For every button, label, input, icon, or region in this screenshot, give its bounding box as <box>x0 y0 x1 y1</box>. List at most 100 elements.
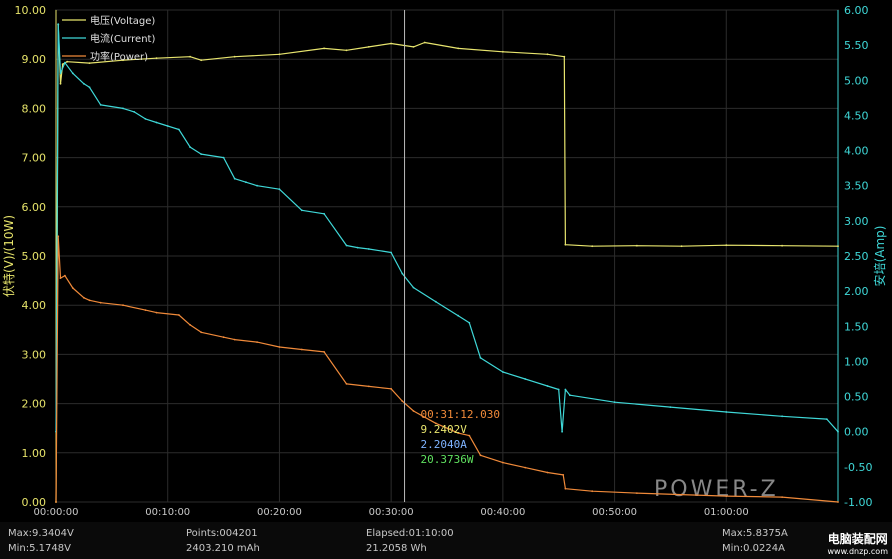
site-url: www.dnzp.com <box>827 547 889 556</box>
cursor-voltage: 9.2402V <box>421 423 468 436</box>
legend: 电压(Voltage) 电流(Current) 功率(Power) <box>62 14 155 63</box>
series-point-0 <box>725 244 728 247</box>
series-point-0 <box>59 82 62 85</box>
series-point-1 <box>479 357 482 359</box>
y-right-tick-label: 4.50 <box>844 109 869 122</box>
series-point-0 <box>837 245 839 248</box>
series-point-2 <box>57 235 60 238</box>
site-badge: 电脑装配网 www.dnzp.com <box>828 530 889 556</box>
y-right-tick-label: 5.00 <box>844 74 869 87</box>
series-point-2 <box>412 410 415 412</box>
series-point-2 <box>837 501 839 503</box>
series-point-2 <box>479 454 482 457</box>
series-point-1 <box>59 72 62 75</box>
legend-label: 功率(Power) <box>90 50 148 63</box>
series-point-0 <box>66 60 69 63</box>
y-right-tick-label: 3.50 <box>844 180 869 193</box>
series-point-2 <box>546 471 549 474</box>
series-point-0 <box>200 59 203 62</box>
series-point-0 <box>591 245 594 248</box>
series-point-2 <box>71 287 74 289</box>
series-point-2 <box>345 383 348 385</box>
series-point-1 <box>155 121 158 124</box>
series-point-1 <box>837 430 839 433</box>
series-point-0 <box>122 59 124 62</box>
y-axis-right-label: 安培(Amp) <box>872 226 887 287</box>
series-point-1 <box>781 415 783 418</box>
series-point-1 <box>367 248 370 250</box>
x-tick-label: 00:50:00 <box>592 507 637 518</box>
series-point-1 <box>144 118 147 120</box>
cursor-time: 00:31:12.030 <box>421 408 500 421</box>
series-point-1 <box>200 153 203 156</box>
y-left-tick-label: 10.00 <box>15 4 47 17</box>
series-point-1 <box>245 181 247 184</box>
series-point-2 <box>502 461 504 464</box>
x-tick-label: 00:30:00 <box>369 507 414 518</box>
series-point-1 <box>300 209 303 212</box>
x-tick-label: 00:10:00 <box>145 507 190 518</box>
legend-label: 电压(Voltage) <box>90 14 155 27</box>
y-left-tick-label: 4.00 <box>22 299 47 312</box>
series-point-2 <box>222 336 225 339</box>
x-tick-label: 01:00:00 <box>704 507 749 518</box>
series-point-1 <box>401 272 404 275</box>
series-point-1 <box>222 156 225 159</box>
series-point-1 <box>569 394 571 397</box>
series-point-0 <box>233 55 236 58</box>
series-point-0 <box>367 46 370 48</box>
series-point-2 <box>83 296 85 299</box>
series-point-2 <box>55 501 57 503</box>
series-point-1 <box>133 111 136 113</box>
right-axis-ticks: 6.00 5.50 5.00 4.50 4.00 3.50 3.00 2.50 2.00 1.50… <box>844 4 872 509</box>
y-right-tick-label: 1.50 <box>844 320 869 333</box>
capacity: 2403.210 mAh <box>186 543 260 554</box>
series-point-1 <box>825 418 828 420</box>
series-point-2 <box>99 301 102 304</box>
series-point-2 <box>64 274 66 277</box>
series-point-0 <box>564 243 567 246</box>
series-point-0 <box>390 42 392 45</box>
series-point-1 <box>166 125 169 127</box>
y-right-tick-label: 1.00 <box>844 355 869 368</box>
max-voltage: Max:9.3404V <box>8 528 74 539</box>
series-point-1 <box>524 378 527 380</box>
series-point-1 <box>564 388 567 391</box>
series-point-0 <box>423 41 426 44</box>
max-current: Max:5.8375A <box>722 528 788 539</box>
status-bar: Max:9.3404V Min:5.1748V Points:004201 24… <box>0 522 892 559</box>
series-point-2 <box>144 309 147 311</box>
energy: 21.2058 Wh <box>366 543 427 554</box>
series-point-1 <box>256 184 258 187</box>
y-left-tick-label: 8.00 <box>22 102 47 115</box>
cursor-power: 20.3736W <box>421 453 474 466</box>
y-right-tick-label: 0.50 <box>844 391 869 404</box>
series-point-2 <box>155 311 158 314</box>
series-point-1 <box>83 82 85 85</box>
y-axis-left-label: 伏特(V)/(10W) <box>1 215 16 297</box>
y-left-tick-label: 1.00 <box>22 447 47 460</box>
series-point-2 <box>300 348 303 351</box>
series-point-0 <box>680 245 683 248</box>
power-chart: 10.00 9.00 8.00 7.00 6.00 5.00 4.00 3.00 2.00 1.0… <box>1 4 887 518</box>
y-right-tick-label: -0.50 <box>844 461 872 474</box>
series-point-1 <box>57 23 60 25</box>
x-tick-label: 00:00:00 <box>34 507 79 518</box>
y-right-tick-label: 0.00 <box>844 426 869 439</box>
series-point-0 <box>563 55 566 58</box>
series-lines <box>55 23 839 503</box>
series-point-1 <box>71 72 74 75</box>
y-left-tick-label: 2.00 <box>22 398 47 411</box>
series-point-0 <box>457 47 460 50</box>
series-point-2 <box>725 495 728 497</box>
y-left-tick-label: 0.00 <box>22 496 47 509</box>
series-point-1 <box>88 86 91 89</box>
points-count: Points:004201 <box>186 528 258 539</box>
series-point-2 <box>457 432 460 434</box>
series-point-1 <box>457 314 460 317</box>
site-name: 电脑装配网 <box>827 532 888 546</box>
series-point-1 <box>468 321 471 324</box>
series-point-1 <box>725 411 728 413</box>
series-point-2 <box>256 341 258 343</box>
y-right-tick-label: 3.00 <box>844 215 869 228</box>
